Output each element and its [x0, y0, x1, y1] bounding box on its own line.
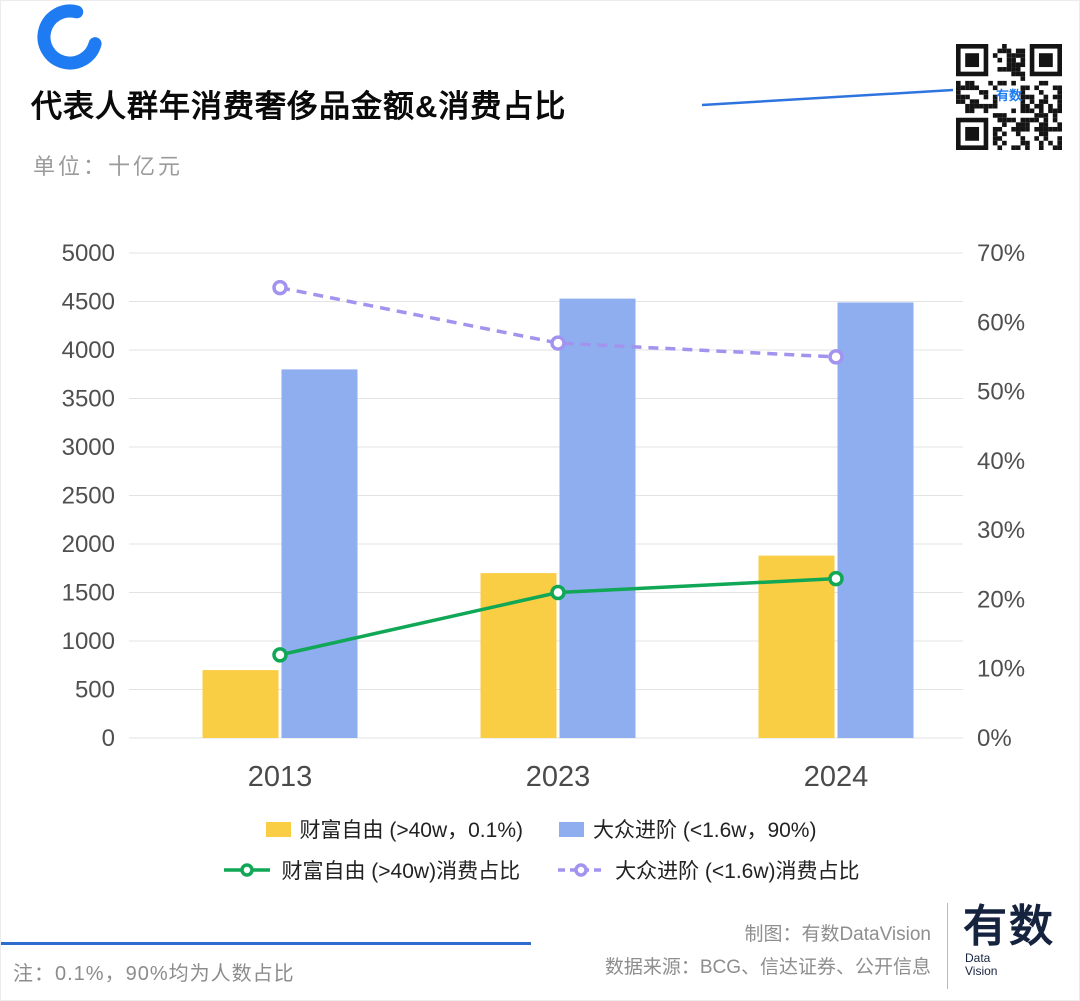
legend-item-mass-bar: 大众进阶 (<1.6w，90%)	[559, 814, 816, 844]
brand-logo-subtext: Data Vision	[965, 951, 998, 979]
right-axis-tick: 20%	[977, 586, 1025, 613]
left-axis-tick: 4500	[62, 289, 115, 316]
bar-series-1-2024	[837, 302, 914, 738]
wealth-line-icon	[224, 863, 271, 877]
mass-line-icon	[558, 863, 605, 877]
marker-series-1-2013	[272, 279, 288, 296]
legend-item-wealth-bar: 财富自由 (>40w，0.1%)	[265, 814, 523, 844]
left-axis-tick: 3000	[62, 434, 115, 461]
left-axis-tick: 2500	[62, 483, 115, 510]
credit-line: 制图：有数DataVision	[744, 924, 931, 945]
x-axis-label: 2013	[248, 761, 313, 793]
source-line: 数据来源：BCG、信达证券、公开信息	[604, 957, 931, 978]
marker-series-1-2023	[550, 335, 566, 351]
brand-logo: 有数 Data Vision	[963, 902, 1055, 979]
left-axis-tick: 5000	[62, 240, 115, 267]
mass-bar-swatch	[559, 821, 584, 837]
right-axis-tick: 40%	[977, 448, 1025, 475]
left-axis-tick: 2000	[62, 531, 115, 558]
x-axis-label: 2023	[526, 761, 591, 793]
left-axis-tick: 3500	[62, 386, 115, 413]
marker-series-0-2024	[828, 570, 844, 587]
x-axis-label: 2024	[804, 761, 869, 793]
left-axis-tick: 1000	[62, 628, 115, 655]
marker-series-0-2013	[272, 647, 288, 663]
brand-arc-icon	[37, 4, 102, 70]
bar-series-0-2023	[480, 573, 557, 738]
footnote: 注：0.1%，90%均为人数占比	[13, 963, 295, 985]
unit-label: 单位：十亿元	[33, 154, 184, 179]
right-axis-tick: 10%	[977, 656, 1025, 683]
page-title: 代表人群年消费奢侈品金额&消费占比	[31, 89, 567, 124]
legend-label: 大众进阶 (<1.6w，90%)	[593, 819, 817, 842]
legend-row-bars: 财富自由 (>40w，0.1%) 大众进阶 (<1.6w，90%)	[265, 814, 816, 844]
legend-label: 大众进阶 (<1.6w)消费占比	[615, 860, 860, 883]
left-axis-tick: 1500	[62, 580, 115, 607]
bar-series-0-2013	[202, 670, 279, 738]
note-rule	[1, 942, 531, 945]
left-axis-tick: 0	[102, 725, 115, 752]
qr-code: 有数	[956, 44, 1062, 150]
bar-series-1-2013	[281, 369, 358, 738]
legend: 财富自由 (>40w，0.1%) 大众进阶 (<1.6w，90%) 财富自由 (…	[1, 814, 1079, 885]
right-axis-tick: 30%	[977, 517, 1025, 544]
right-axis-tick: 0%	[977, 725, 1012, 752]
footer-credits: 制图：有数DataVision 数据来源：BCG、信达证券、公开信息	[605, 918, 931, 984]
legend-row-lines: 财富自由 (>40w)消费占比 大众进阶 (<1.6w)消费占比	[222, 855, 860, 885]
right-axis-tick: 70%	[977, 240, 1025, 267]
svg-text:有数: 有数	[996, 88, 1023, 103]
marker-series-0-2023	[550, 584, 566, 601]
footer-divider	[947, 903, 948, 989]
line-series-1	[279, 285, 837, 359]
legend-label: 财富自由 (>40w，0.1%)	[299, 819, 523, 842]
left-axis-tick: 500	[75, 677, 115, 704]
legend-item-wealth-line: 财富自由 (>40w)消费占比	[222, 855, 520, 885]
brand-logo-text: 有数	[963, 902, 1055, 951]
left-axis-tick: 4000	[62, 337, 115, 364]
marker-series-1-2024	[828, 349, 844, 365]
bar-series-0-2024	[758, 555, 835, 738]
wealth-bar-swatch	[265, 821, 291, 837]
legend-label: 财富自由 (>40w)消费占比	[281, 860, 521, 883]
right-axis-tick: 60%	[977, 309, 1025, 336]
combo-chart: 0 500 1000 1500 2000 2500 3000 3500 4000 4500 5000…	[62, 240, 1025, 793]
right-axis-tick: 50%	[977, 379, 1025, 406]
legend-item-mass-line: 大众进阶 (<1.6w)消费占比	[556, 855, 860, 885]
bar-series-1-2023	[559, 298, 636, 738]
